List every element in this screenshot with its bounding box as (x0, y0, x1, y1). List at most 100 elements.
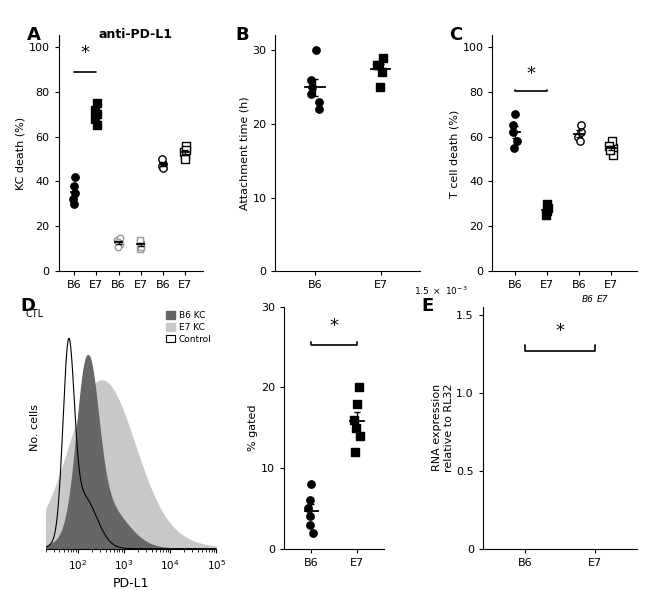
Y-axis label: RNA expression
relative to RL32: RNA expression relative to RL32 (432, 384, 454, 472)
Point (311, 45, 321, 55)
Point (306, 496, 316, 505)
Point (374, 60, 384, 70)
Text: +: + (159, 309, 167, 319)
Point (378, 53, 389, 63)
Point (542, 206, 552, 215)
Point (375, 82, 385, 91)
Point (512, 136, 522, 146)
Point (573, 132, 583, 141)
Point (306, 75, 316, 84)
Text: D: D (20, 297, 35, 315)
Text: −: − (136, 309, 145, 319)
Point (179, 148, 190, 157)
Y-axis label: T cell death (%): T cell death (%) (450, 109, 460, 198)
Point (355, 431, 365, 441)
Text: +: + (181, 309, 189, 319)
Text: *: * (330, 317, 339, 335)
Point (112, 242, 123, 251)
Point (510, 109, 520, 119)
Text: $1.5\ \times\ 10^{-3}$: $1.5\ \times\ 10^{-3}$ (413, 285, 467, 297)
Point (90, 105, 101, 114)
Point (157, 155, 167, 164)
Point (350, 423, 361, 432)
Point (372, 60, 382, 70)
Point (350, 447, 360, 457)
Point (308, 528, 318, 537)
Point (314, 97, 324, 106)
Point (304, 504, 314, 513)
Point (70, 188, 80, 198)
Point (114, 233, 125, 242)
Point (157, 161, 168, 171)
Legend: B6 KC, E7 KC, Control: B6 KC, E7 KC, Control (166, 312, 212, 344)
X-axis label: PD-L1: PD-L1 (112, 577, 149, 590)
Point (135, 244, 146, 254)
Point (92, 120, 102, 130)
Point (606, 136, 617, 146)
Point (608, 150, 618, 159)
Text: C: C (449, 26, 462, 44)
Point (352, 399, 363, 408)
Point (542, 199, 552, 209)
Point (135, 242, 146, 251)
Point (604, 145, 615, 155)
Text: −: − (114, 309, 123, 319)
Point (508, 127, 518, 137)
Point (181, 141, 191, 150)
Point (541, 211, 551, 220)
Point (305, 512, 315, 521)
Point (68, 195, 78, 204)
Text: A: A (27, 26, 40, 44)
Point (354, 383, 364, 392)
Point (69, 199, 79, 209)
Point (349, 415, 359, 424)
Point (180, 155, 190, 164)
Point (92, 109, 103, 119)
Point (135, 237, 145, 247)
Point (575, 136, 586, 146)
Y-axis label: KC death (%): KC death (%) (16, 117, 26, 190)
Text: *: * (526, 64, 536, 83)
Text: *: * (556, 322, 564, 340)
Point (508, 120, 518, 130)
Point (180, 150, 190, 159)
Text: iso: iso (167, 342, 181, 352)
Text: iso: iso (588, 326, 602, 336)
Y-axis label: % gated: % gated (248, 405, 258, 451)
Point (157, 163, 168, 173)
Point (90, 114, 100, 123)
Text: B: B (235, 26, 248, 44)
Text: CTL: CTL (26, 309, 44, 319)
Point (543, 204, 553, 213)
Point (135, 235, 146, 245)
Text: B6: B6 (582, 296, 594, 304)
Point (306, 480, 316, 489)
Y-axis label: No. cells: No. cells (30, 404, 40, 451)
Text: E7: E7 (597, 296, 608, 304)
Point (136, 240, 146, 249)
Text: anti-PD-L1: anti-PD-L1 (99, 28, 173, 41)
Point (306, 90, 316, 99)
Point (112, 237, 123, 247)
Text: +: + (92, 309, 100, 319)
Point (508, 143, 519, 152)
Point (92, 98, 102, 107)
Point (307, 82, 317, 91)
Point (158, 159, 168, 168)
Point (112, 235, 122, 245)
Point (68, 181, 79, 191)
Text: +: + (70, 309, 78, 319)
Point (181, 145, 191, 155)
Text: *: * (81, 44, 90, 63)
Point (305, 520, 315, 529)
Text: E: E (421, 297, 434, 315)
Point (115, 240, 125, 249)
Point (314, 104, 324, 114)
Point (70, 172, 81, 182)
Point (576, 127, 586, 137)
Point (608, 143, 618, 152)
Point (576, 120, 586, 130)
Point (604, 141, 615, 150)
Point (377, 67, 387, 77)
Y-axis label: Attachment time (h): Attachment time (h) (239, 97, 250, 210)
